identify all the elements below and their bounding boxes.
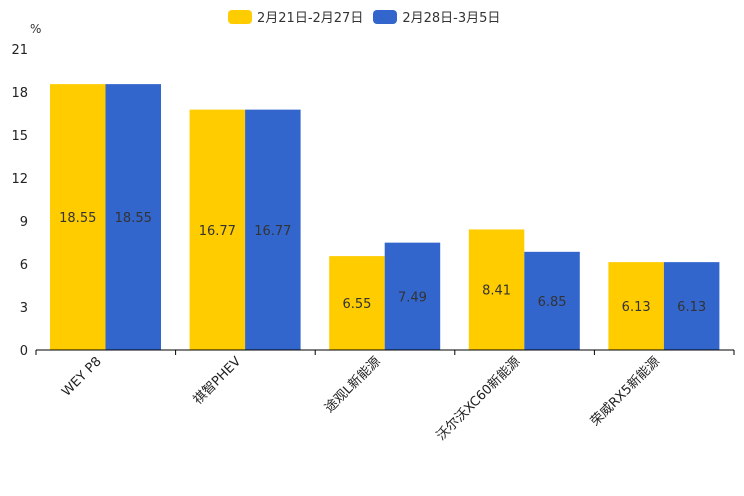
data-label: 18.55	[59, 211, 96, 226]
legend-item-series-1[interactable]: 2月21日-2月27日	[228, 7, 363, 26]
bar	[384, 242, 441, 350]
bar	[663, 262, 720, 350]
bar	[189, 109, 246, 350]
bar	[468, 229, 525, 350]
x-tick-label: 沃尔沃XC60新能源	[433, 354, 523, 444]
data-label: 16.77	[199, 224, 236, 239]
y-tick-label: 3	[20, 301, 28, 316]
y-tick-label: 15	[11, 129, 28, 144]
bar	[524, 251, 580, 350]
legend-swatch	[228, 9, 252, 24]
data-label: 6.13	[622, 300, 651, 315]
data-label: 8.41	[482, 284, 511, 299]
y-tick-label: 18	[11, 86, 28, 101]
data-label: 6.13	[677, 300, 706, 315]
y-tick-label: 0	[20, 344, 28, 359]
legend-label: 2月21日-2月27日	[257, 11, 364, 26]
data-label: 6.55	[342, 297, 371, 312]
data-label: 7.49	[398, 290, 427, 305]
legend-label: 2月28日-3月5日	[402, 11, 501, 26]
x-tick-label: 荣威RX5新能源	[587, 354, 663, 430]
x-tick-label: WEY P8	[59, 354, 104, 399]
y-tick-label: 6	[20, 258, 28, 273]
bar	[329, 256, 385, 350]
x-tick-label: 祺智PHEV	[191, 354, 245, 408]
data-label: 6.85	[538, 295, 567, 310]
y-axis-unit: %	[30, 22, 41, 36]
data-label: 16.77	[254, 224, 291, 239]
bar	[105, 84, 161, 350]
legend-swatch	[373, 9, 398, 24]
y-tick-label: 21	[11, 43, 28, 58]
bar	[245, 109, 301, 350]
x-tick-label: 途观L新能源	[321, 354, 383, 416]
bar	[608, 262, 664, 350]
y-tick-label: 9	[20, 215, 28, 230]
data-label: 18.55	[115, 211, 152, 226]
legend-item-series-2[interactable]: 2月28日-3月5日	[373, 7, 500, 26]
y-tick-label: 12	[11, 172, 28, 187]
bar	[50, 84, 106, 350]
legend: 2月21日-2月27日 2月28日-3月5日	[228, 7, 500, 26]
